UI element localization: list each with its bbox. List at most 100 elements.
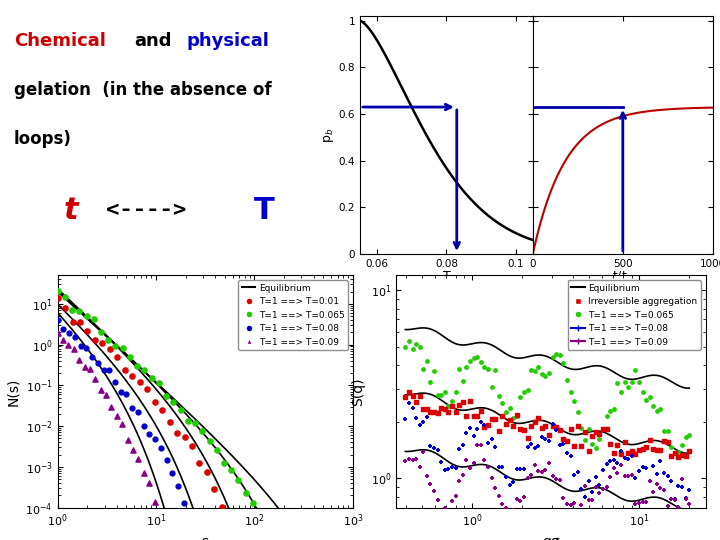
Point [662,437,673,446]
Point [665,495,677,504]
Point [511,464,523,473]
Point [562,500,573,509]
Point [464,463,476,472]
Point [676,475,688,483]
Point [428,408,440,417]
Point [644,436,655,444]
Point [594,481,606,489]
Point [468,354,480,362]
Point [432,390,444,399]
Point [403,455,415,463]
Point [544,458,555,467]
Point [184,512,195,521]
Point [160,525,171,534]
Point [511,495,523,504]
Point [594,489,606,497]
Point [432,408,444,417]
Point [522,386,534,394]
Point [475,407,487,415]
Point [490,443,501,451]
Point [138,469,150,477]
Point [654,446,666,455]
Point [626,452,637,461]
Point [425,480,436,489]
Point [457,397,469,406]
Point [558,359,570,367]
Point [171,428,183,437]
Point [439,503,451,512]
Point [400,415,411,423]
Point [636,444,648,453]
Point [500,472,512,481]
Point [439,465,451,474]
Point [615,388,626,396]
Point [493,462,505,471]
Point [600,483,612,491]
Point [115,388,127,396]
Point [482,439,494,448]
Point [52,294,63,303]
Point [443,408,454,416]
Point [414,392,426,401]
Point [457,376,469,385]
Point [122,435,133,444]
Point [672,503,684,511]
Point [658,427,670,435]
Point [629,500,641,509]
Point [189,418,201,427]
Point [439,405,451,414]
Point [554,351,566,360]
Point [446,463,458,472]
Point [658,469,670,477]
Point [156,444,167,453]
Point [672,482,684,490]
Point [647,488,659,496]
Point [479,423,490,431]
Point [74,318,86,326]
Point [194,458,205,467]
Point [225,465,237,474]
Point [590,483,602,491]
Point [504,404,516,413]
Point [672,448,684,456]
Point [121,390,132,399]
Point [680,452,691,461]
Point [150,435,161,443]
Point [464,423,476,432]
Point [58,325,69,334]
Point [565,451,577,460]
Point [138,422,150,430]
Point [482,421,494,430]
Point [583,425,595,434]
Point [669,449,680,457]
X-axis label: qσ: qσ [542,535,559,540]
Point [472,353,483,361]
Point [547,471,559,480]
Point [500,407,512,416]
Point [640,443,652,452]
Point [636,498,648,507]
Point [526,366,537,374]
Point [640,464,652,472]
Text: gelation  (in the absence of: gelation (in the absence of [14,81,271,99]
Point [88,315,99,323]
Point [604,472,616,481]
Point [562,436,573,445]
Point [403,399,415,408]
Point [63,328,75,337]
Point [618,378,630,387]
Point [536,433,548,441]
Point [100,391,112,400]
Point [457,470,469,479]
Point [533,442,544,451]
Point [526,470,537,479]
Point [475,357,487,366]
Point [78,363,90,372]
Point [572,509,584,517]
Point [164,418,176,427]
Point [490,415,501,423]
Point [216,503,228,512]
Point [536,468,548,477]
Point [201,468,212,477]
Point [526,422,537,430]
